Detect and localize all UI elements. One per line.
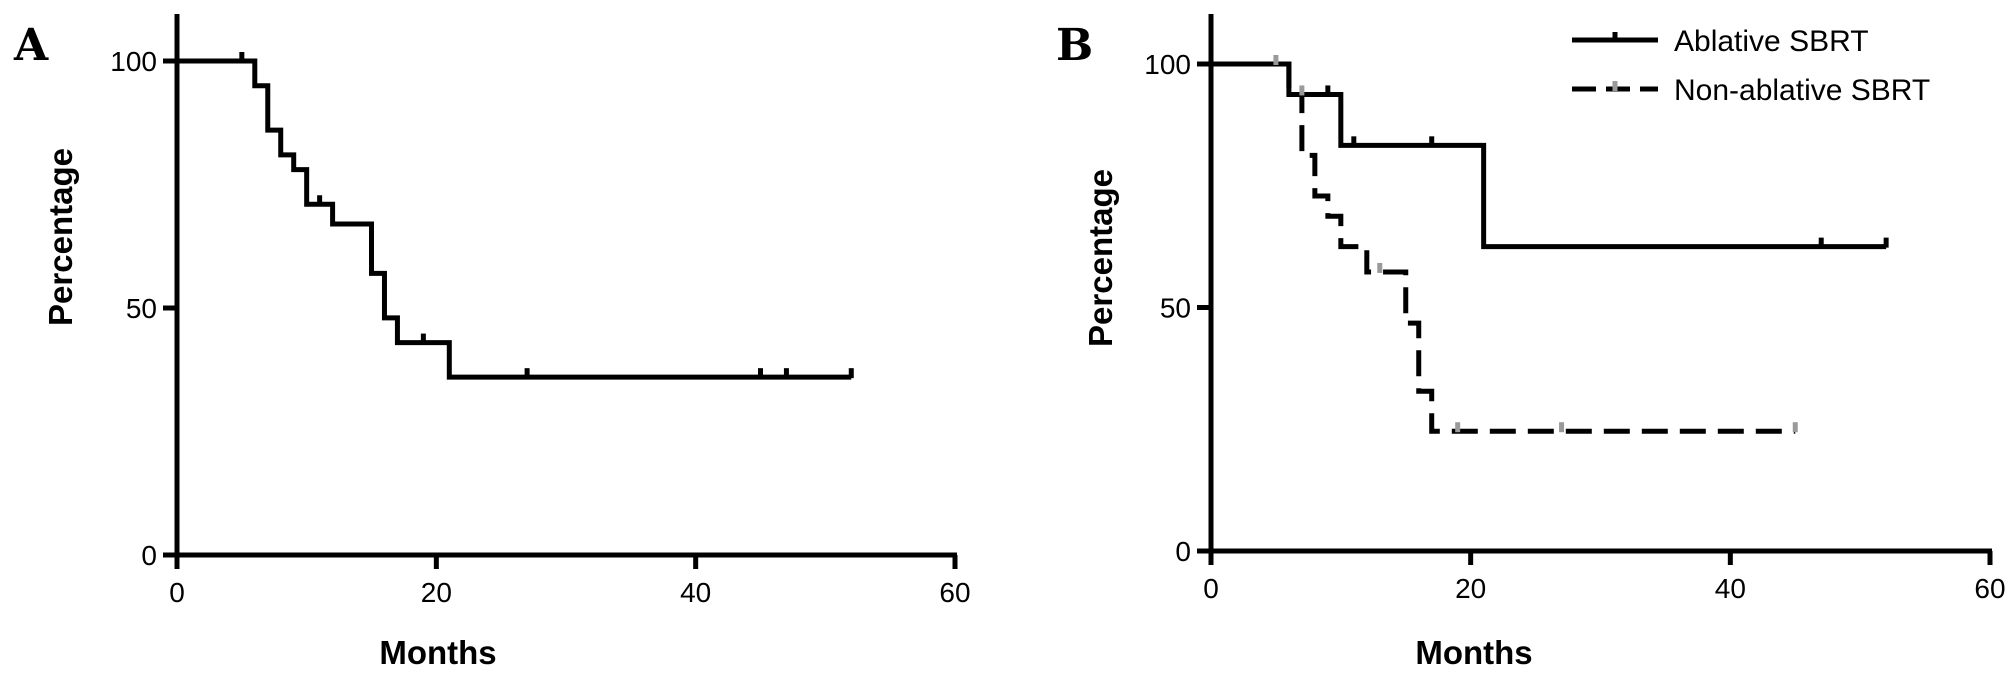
legend-label-2: Non-ablative SBRT	[1674, 74, 1930, 107]
panel-a-x-tick-label: 20	[421, 577, 452, 608]
panel-b-x-tick-label: 60	[1974, 573, 2005, 604]
panel-a-x-tick-label: 0	[169, 577, 185, 608]
panel-a-letter: A	[13, 20, 49, 71]
panel-a-x-tick-label: 60	[939, 577, 970, 608]
panel-a-x-tick-label: 40	[680, 577, 711, 608]
panel-a-y-tick-label: 0	[141, 540, 157, 571]
panel-b-x-tick-label: 0	[1203, 573, 1219, 604]
legend-label-1: Ablative SBRT	[1674, 25, 1869, 58]
panel-a-chart: A Percentage Months 0 50 100 0 20 40 60	[13, 14, 971, 671]
panel-b-chart: B Percentage Months 0 50 100 0 20 40 60 Ablativ…	[1056, 14, 2006, 671]
panel-a-y-axis-title: Percentage	[42, 148, 79, 326]
panel-b-x-tick-label: 20	[1455, 573, 1486, 604]
panel-b-x-tick-label: 40	[1715, 573, 1746, 604]
panel-b-y-tick-label: 0	[1175, 536, 1191, 567]
panel-b-series-2-curve	[1211, 61, 1796, 434]
panel-a-y-tick-label: 100	[110, 46, 157, 77]
panel-b-letter: B	[1056, 20, 1093, 71]
panel-b-y-axis-title: Percentage	[1082, 169, 1119, 347]
panel-b-y-tick-label: 50	[1160, 293, 1191, 324]
panel-b-x-axis-title: Months	[1415, 634, 1532, 671]
panel-a-x-axis-title: Months	[379, 634, 496, 671]
panel-a-series-1-curve	[177, 58, 852, 380]
panel-b-y-tick-label: 100	[1144, 49, 1191, 80]
panel-a-y-tick-label: 50	[126, 293, 157, 324]
